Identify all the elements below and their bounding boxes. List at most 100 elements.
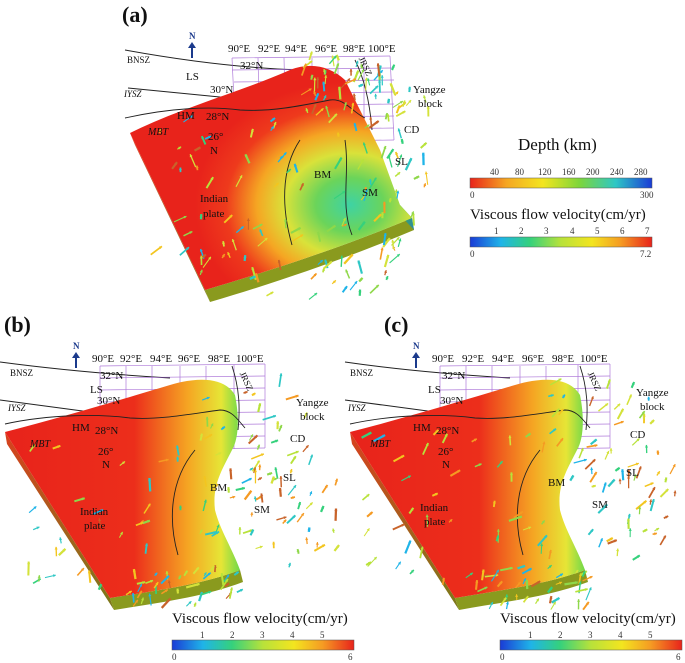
label-mbt-c: MBT bbox=[370, 439, 390, 450]
velocity-arrowhead bbox=[663, 535, 666, 539]
velocity-arrowhead bbox=[144, 543, 149, 547]
velocity-arrowhead bbox=[323, 95, 327, 99]
velocity-arrowhead bbox=[349, 68, 353, 72]
velocity-arrowhead bbox=[353, 78, 357, 82]
block-a-side-front bbox=[130, 133, 210, 302]
velocity-arrowhead bbox=[309, 51, 313, 55]
velocity-arrowhead bbox=[366, 494, 370, 498]
velocity-arrowhead bbox=[656, 450, 660, 454]
velocity-arrowhead bbox=[321, 544, 325, 548]
velocity-arrowhead bbox=[260, 493, 264, 497]
velocity-arrowhead bbox=[174, 162, 178, 166]
velocity-arrowhead bbox=[380, 247, 384, 251]
velocity-arrowhead bbox=[188, 601, 192, 605]
velocity-arrowhead bbox=[396, 254, 400, 257]
velocity-arrowhead bbox=[375, 85, 378, 89]
velocity-arrowhead bbox=[652, 487, 655, 491]
velocity-arrowhead bbox=[355, 60, 359, 64]
velocity-arrowhead bbox=[232, 495, 236, 499]
sm-line-a bbox=[344, 139, 353, 236]
velocity-arrowhead bbox=[250, 512, 254, 515]
lat-30-c: 30°N bbox=[440, 395, 464, 407]
lat-26-n-b: N bbox=[102, 459, 110, 471]
velocity-arrowhead bbox=[175, 445, 179, 449]
velocity-arrowhead bbox=[178, 575, 182, 579]
velocity-arrowhead bbox=[221, 254, 225, 258]
velocity-arrowhead bbox=[273, 414, 276, 418]
velocity-arrowhead bbox=[399, 101, 403, 104]
velocity-arrowhead bbox=[588, 587, 592, 591]
velocity-arrowhead bbox=[361, 69, 365, 73]
velocity-arrowhead bbox=[544, 535, 547, 539]
velocity-arrowhead bbox=[208, 135, 212, 139]
label-yangze-b: Yangze bbox=[296, 397, 329, 409]
velocity-arrowhead bbox=[272, 541, 276, 545]
lon-96: 96°E bbox=[315, 43, 338, 55]
velocity-arrowhead bbox=[402, 111, 406, 114]
velocity-arrowhead bbox=[542, 441, 546, 445]
velocity-arrowhead bbox=[202, 254, 206, 258]
velocity-arrowhead bbox=[553, 428, 557, 432]
lat-30-b: 30°N bbox=[97, 395, 121, 407]
velocity-arrowhead bbox=[62, 548, 66, 552]
velocity-arrowhead bbox=[304, 412, 308, 416]
lat-26-n: N bbox=[210, 145, 218, 157]
velocity-arrowhead bbox=[332, 528, 336, 532]
velocity-arrowhead bbox=[421, 152, 425, 156]
velocity-arrowhead bbox=[400, 139, 404, 142]
velocity-arrowhead bbox=[369, 116, 373, 120]
velocity-arrowhead bbox=[382, 201, 386, 205]
velocity-arrowhead bbox=[603, 482, 607, 486]
velocity-arrowhead bbox=[283, 516, 287, 520]
velocity-arrowhead bbox=[239, 589, 243, 592]
north-arrow-icon: N bbox=[188, 32, 196, 58]
velocity-arrowhead bbox=[562, 394, 565, 398]
velocity-arrowhead bbox=[199, 214, 203, 217]
velocity-arrowhead bbox=[360, 64, 364, 68]
block-b-top bbox=[5, 379, 240, 598]
velocity-arrowhead bbox=[305, 537, 309, 541]
velocity-arrowhead bbox=[620, 408, 624, 412]
velocity-arrowhead bbox=[226, 574, 230, 578]
velocity-arrowhead bbox=[275, 182, 279, 186]
velocity-arrowhead bbox=[397, 561, 401, 565]
velocity-arrowhead bbox=[250, 467, 254, 471]
vel-a-tick-1: 1 bbox=[494, 226, 499, 236]
velocity-arrowhead bbox=[316, 77, 320, 80]
velocity-arrowhead bbox=[37, 575, 41, 578]
depth-tick-240: 240 bbox=[610, 167, 624, 177]
label-indian-b: Indian bbox=[80, 506, 109, 518]
jrsz-line-c bbox=[579, 365, 588, 431]
velocity-arrowhead bbox=[558, 378, 562, 382]
label-sl-c: SL bbox=[626, 467, 639, 479]
velocity-arrowhead bbox=[122, 461, 126, 465]
velocity-arrowhead bbox=[203, 572, 207, 576]
velocity-arrowhead bbox=[399, 154, 403, 158]
label-bm-c: BM bbox=[548, 477, 566, 489]
label-yangze: Yangze bbox=[413, 84, 446, 96]
velocity-colorbar-b-title: Viscous flow velocity(cm/yr) bbox=[172, 611, 348, 627]
velocity-arrowhead bbox=[31, 444, 35, 448]
velocity-colorbar-a bbox=[469, 236, 653, 248]
velocity-arrowhead bbox=[197, 147, 201, 150]
label-block-c: block bbox=[640, 401, 665, 413]
lon-94-b: 94°E bbox=[150, 353, 173, 365]
velocity-arrowhead bbox=[342, 191, 346, 194]
velocity-arrowhead bbox=[518, 515, 522, 519]
velocity-arrowhead bbox=[617, 403, 621, 407]
vel-a-min: 0 bbox=[470, 249, 475, 259]
velocity-arrowhead bbox=[293, 163, 297, 167]
velocity-arrowhead bbox=[541, 520, 545, 524]
velocity-arrowhead bbox=[283, 152, 287, 156]
north-label-b: N bbox=[73, 341, 80, 351]
velocity-arrowhead bbox=[408, 86, 412, 90]
velocity-arrowhead bbox=[270, 291, 274, 295]
velocity-arrowhead bbox=[548, 549, 552, 553]
velocity-arrowhead bbox=[189, 154, 193, 158]
velocity-arrowhead bbox=[315, 93, 319, 97]
depth-tick-280: 280 bbox=[634, 167, 648, 177]
velocity-arrowhead bbox=[649, 499, 653, 503]
velocity-arrowhead bbox=[589, 576, 593, 579]
lat-32-c: 32°N bbox=[442, 370, 466, 382]
velocity-arrowhead bbox=[425, 514, 429, 518]
